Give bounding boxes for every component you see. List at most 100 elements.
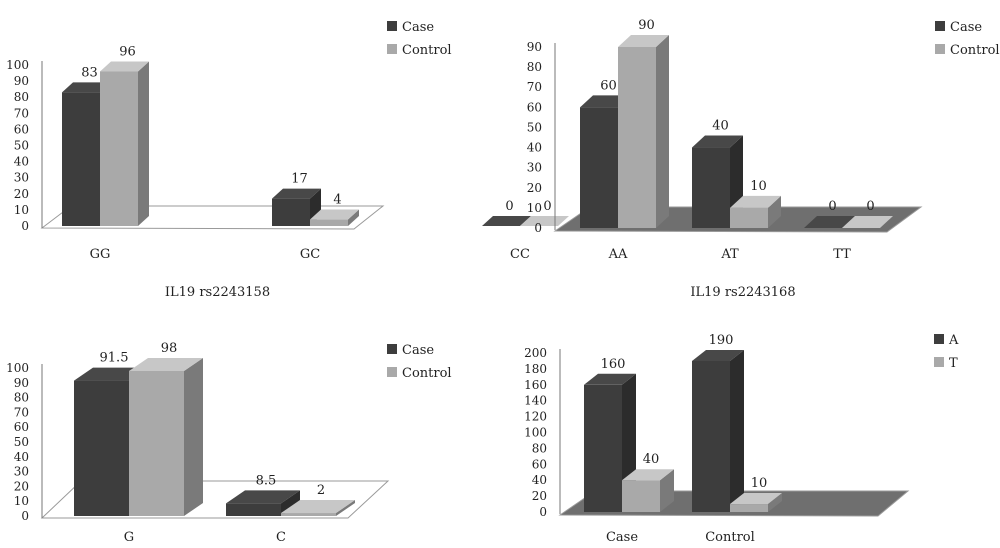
bar-top	[692, 135, 743, 148]
data-label: 10	[750, 179, 767, 194]
y-tick-label: 100	[524, 426, 547, 440]
bar-side	[656, 35, 669, 228]
y-tick-label: 0	[534, 221, 542, 235]
bar-AA-Control: 90	[618, 18, 669, 228]
legend-swatch	[934, 334, 944, 344]
data-label: 98	[161, 341, 178, 356]
data-label: 40	[712, 119, 729, 134]
bar-front	[226, 503, 281, 516]
legend-label: Control	[402, 366, 452, 381]
bar-side	[336, 500, 355, 516]
y-tick-label: 80	[532, 441, 547, 455]
bar-top	[692, 349, 744, 361]
bar-TT-Case: 0	[804, 199, 855, 228]
x-tick-label: CC	[510, 247, 530, 262]
y-tick-label: 40	[527, 141, 542, 155]
bar-front	[129, 370, 184, 516]
data-label: 40	[643, 452, 660, 467]
bar-top	[100, 61, 149, 72]
bar-front	[730, 504, 768, 512]
y-tick-label: 100	[6, 58, 29, 72]
bar-top	[226, 490, 300, 504]
y-tick-label: 50	[527, 120, 542, 134]
y-tick-label: 10	[527, 201, 542, 215]
data-label: 10	[751, 476, 768, 491]
bar-CC-Case: 0	[482, 199, 531, 226]
bar-side	[768, 493, 782, 512]
y-tick-label: 40	[14, 450, 29, 464]
y-tick-label: 30	[14, 465, 29, 479]
y-tick-label: 40	[532, 473, 547, 487]
y-tick-label: 70	[14, 106, 29, 120]
y-tick-label: 30	[14, 171, 29, 185]
bar-top	[842, 216, 893, 228]
data-label: 96	[119, 44, 136, 59]
bar-front	[281, 513, 336, 516]
data-label: 60	[600, 78, 617, 93]
y-tick-label: 80	[14, 90, 29, 104]
y-tick-label: 200	[524, 346, 547, 360]
bar-side	[768, 195, 781, 228]
bar-Control-A: 190	[692, 333, 744, 512]
y-tick-label: 20	[14, 187, 29, 201]
legend-label: Control	[950, 43, 1000, 58]
bar-front	[310, 219, 348, 226]
x-tick-label: AT	[720, 247, 739, 262]
bar-GG-Control: 96	[100, 44, 149, 226]
bar-front	[74, 380, 129, 516]
legend-swatch	[935, 44, 945, 54]
x-tick-label: GC	[300, 247, 320, 262]
x-tick-label: Control	[705, 530, 755, 545]
bar-front	[692, 147, 730, 228]
bar-side	[348, 209, 359, 226]
bar-CC-Control: 0	[520, 199, 569, 226]
bar-top	[804, 216, 855, 228]
y-tick-label: 0	[539, 505, 547, 519]
legend-swatch	[387, 44, 397, 54]
bar-top	[310, 209, 359, 220]
bar-C-Case: 8.5	[226, 473, 300, 516]
legend-swatch	[387, 21, 397, 31]
data-label: 91.5	[100, 351, 129, 366]
bar-side	[730, 349, 744, 512]
y-tick-label: 30	[527, 161, 542, 175]
bar-G-Control: 98	[129, 341, 203, 516]
x-tick-label: AA	[608, 247, 628, 262]
data-label: 2	[317, 483, 325, 498]
bar-side	[138, 61, 149, 226]
y-tick-label: 70	[527, 80, 542, 94]
y-tick-label: 60	[527, 100, 542, 114]
bar-top	[730, 195, 781, 208]
bar-front	[272, 198, 310, 226]
y-tick-label: 10	[14, 203, 29, 217]
bar-C-Control: 2	[281, 483, 355, 516]
data-label: 83	[81, 65, 98, 80]
bar-top	[618, 35, 669, 47]
data-label: 0	[543, 199, 551, 214]
x-tick-label: GG	[90, 247, 111, 262]
legend-swatch	[387, 367, 397, 377]
x-tick-label: G	[124, 530, 134, 545]
data-label: 90	[638, 18, 655, 33]
y-tick-label: 0	[21, 509, 29, 523]
bar-top	[622, 469, 674, 481]
bar-top	[281, 500, 355, 514]
legend-label: Case	[402, 343, 434, 358]
legend-label: Case	[402, 20, 434, 35]
bar-top	[730, 493, 782, 505]
bar-front	[580, 107, 618, 228]
bar-top	[62, 82, 111, 93]
bar-GC-Control: 4	[310, 193, 359, 226]
bar-top	[584, 373, 636, 385]
legend-label: A	[948, 333, 959, 348]
bar-side	[184, 357, 203, 516]
bar-front	[618, 47, 656, 228]
data-label: 160	[601, 357, 626, 372]
data-label: 190	[709, 333, 734, 348]
data-label: 0	[828, 199, 836, 214]
y-tick-label: 140	[524, 394, 547, 408]
bar-side	[660, 469, 674, 512]
bar-AT-Control: 10	[730, 179, 781, 228]
